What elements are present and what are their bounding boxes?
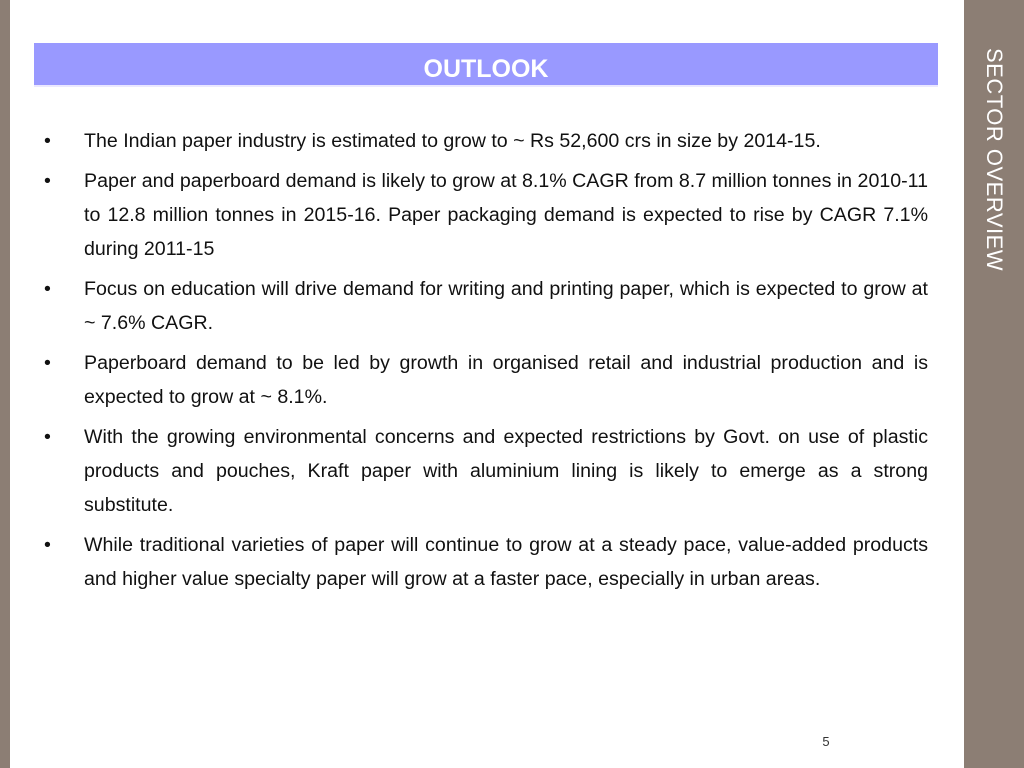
bullet-item: • While traditional varieties of paper w…: [44, 528, 928, 596]
bullet-marker-icon: •: [44, 352, 51, 374]
bullet-list: • The Indian paper industry is estimated…: [44, 124, 928, 602]
bullet-marker-icon: •: [44, 534, 51, 556]
bullet-text: The Indian paper industry is estimated t…: [84, 130, 821, 152]
bullet-text: Paper and paperboard demand is likely to…: [84, 170, 928, 260]
bullet-text: While traditional varieties of paper wil…: [84, 534, 928, 590]
bullet-text: With the growing environmental concerns …: [84, 426, 928, 516]
page-number: 5: [822, 734, 830, 749]
bullet-marker-icon: •: [44, 170, 51, 192]
title-band: OUTLOOK: [34, 43, 938, 87]
bullet-marker-icon: •: [44, 426, 51, 448]
bullet-item: • Paper and paperboard demand is likely …: [44, 164, 928, 266]
bullet-item: • The Indian paper industry is estimated…: [44, 124, 928, 158]
slide-title: OUTLOOK: [423, 55, 549, 83]
left-decorative-bar: [0, 0, 10, 768]
bullet-item: • With the growing environmental concern…: [44, 420, 928, 522]
bullet-marker-icon: •: [44, 130, 51, 152]
bullet-marker-icon: •: [44, 278, 51, 300]
bullet-text: Focus on education will drive demand for…: [84, 278, 928, 334]
right-sidebar: [964, 0, 1024, 768]
bullet-item: • Paperboard demand to be led by growth …: [44, 346, 928, 414]
sidebar-section-title: SECTOR OVERVIEW: [982, 48, 1007, 272]
bullet-item: • Focus on education will drive demand f…: [44, 272, 928, 340]
bullet-text: Paperboard demand to be led by growth in…: [84, 352, 928, 408]
